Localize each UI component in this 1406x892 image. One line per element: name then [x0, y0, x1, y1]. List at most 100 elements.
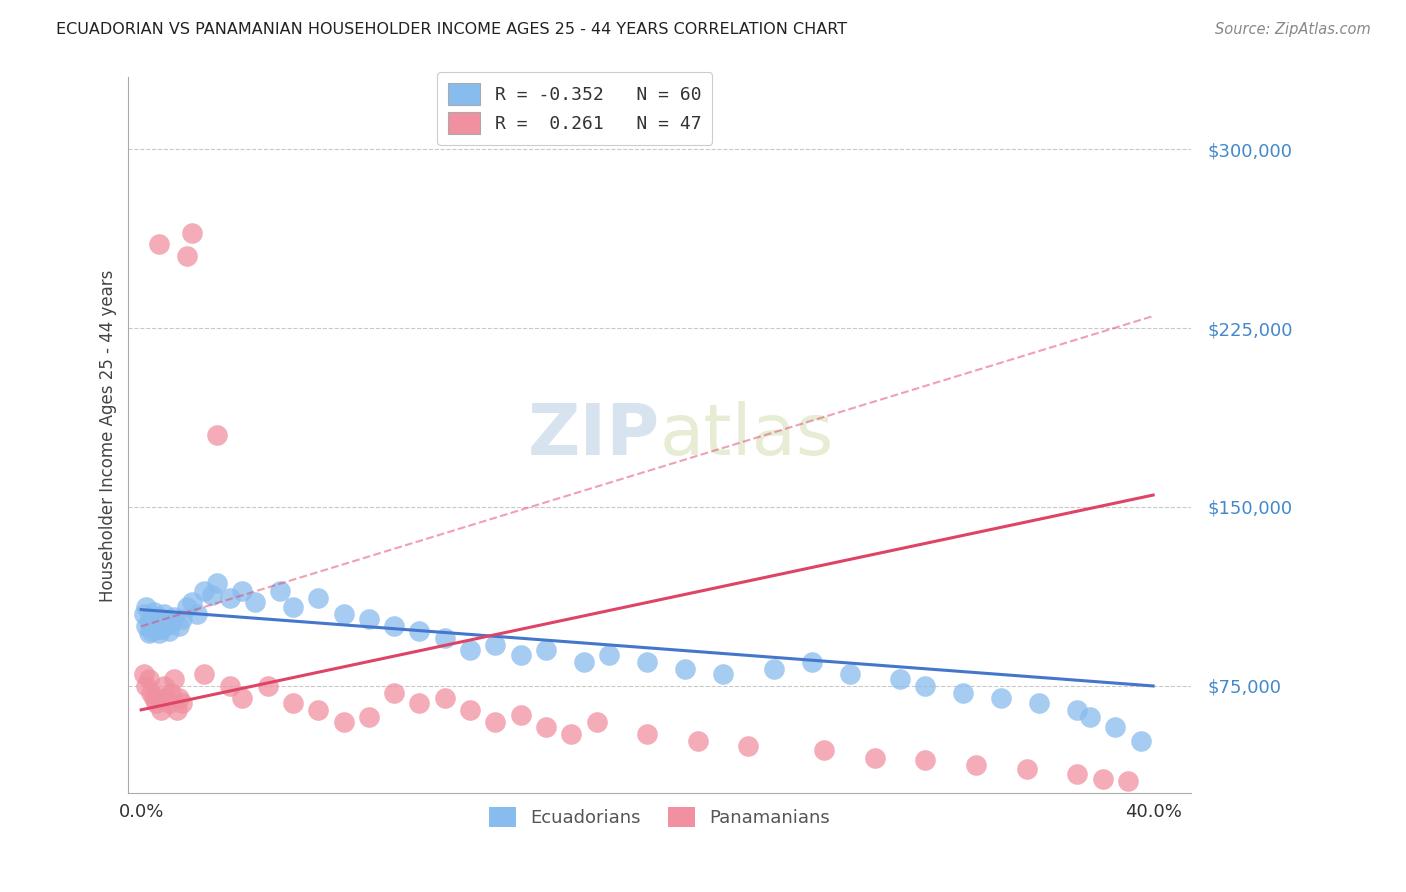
Point	[914, 679, 936, 693]
Point	[914, 753, 936, 767]
Point	[148, 237, 170, 252]
Point	[509, 707, 531, 722]
Point	[332, 607, 354, 622]
Point	[135, 619, 157, 633]
Point	[193, 583, 215, 598]
Point	[357, 710, 380, 724]
Legend: Ecuadorians, Panamanians: Ecuadorians, Panamanians	[482, 800, 838, 834]
Point	[193, 667, 215, 681]
Point	[952, 686, 974, 700]
Point	[484, 714, 506, 729]
Point	[281, 600, 304, 615]
Point	[382, 686, 405, 700]
Point	[1104, 719, 1126, 733]
Point	[135, 679, 157, 693]
Point	[382, 619, 405, 633]
Point	[1015, 763, 1038, 777]
Point	[1066, 703, 1088, 717]
Point	[636, 727, 658, 741]
Point	[148, 626, 170, 640]
Point	[560, 727, 582, 741]
Point	[170, 612, 193, 626]
Point	[160, 615, 183, 629]
Point	[307, 703, 329, 717]
Point	[150, 622, 173, 636]
Point	[307, 591, 329, 605]
Y-axis label: Householder Income Ages 25 - 44 years: Householder Income Ages 25 - 44 years	[100, 269, 117, 601]
Point	[150, 703, 173, 717]
Point	[673, 662, 696, 676]
Point	[269, 583, 291, 598]
Point	[141, 624, 163, 638]
Point	[142, 690, 165, 705]
Point	[534, 719, 557, 733]
Point	[256, 679, 278, 693]
Point	[180, 226, 202, 240]
Point	[155, 619, 177, 633]
Point	[201, 588, 224, 602]
Point	[458, 643, 481, 657]
Point	[433, 632, 456, 646]
Point	[231, 583, 253, 598]
Point	[132, 667, 155, 681]
Point	[180, 595, 202, 609]
Point	[889, 672, 911, 686]
Point	[1066, 767, 1088, 781]
Point	[167, 690, 190, 705]
Point	[153, 679, 176, 693]
Point	[145, 609, 167, 624]
Point	[534, 643, 557, 657]
Point	[145, 696, 167, 710]
Point	[176, 249, 198, 263]
Point	[572, 655, 595, 669]
Point	[166, 703, 188, 717]
Text: atlas: atlas	[659, 401, 834, 470]
Point	[408, 696, 430, 710]
Point	[408, 624, 430, 638]
Point	[686, 734, 709, 748]
Point	[281, 696, 304, 710]
Point	[218, 679, 240, 693]
Point	[1028, 696, 1050, 710]
Point	[186, 607, 208, 622]
Point	[135, 600, 157, 615]
Point	[813, 743, 835, 757]
Point	[141, 686, 163, 700]
Point	[157, 696, 180, 710]
Point	[598, 648, 620, 662]
Point	[711, 667, 734, 681]
Point	[142, 605, 165, 619]
Point	[218, 591, 240, 605]
Point	[863, 750, 886, 764]
Point	[176, 600, 198, 615]
Point	[737, 739, 759, 753]
Point	[163, 672, 186, 686]
Point	[145, 622, 167, 636]
Point	[509, 648, 531, 662]
Point	[1091, 772, 1114, 786]
Point	[205, 576, 228, 591]
Point	[141, 612, 163, 626]
Point	[138, 626, 160, 640]
Point	[155, 690, 177, 705]
Point	[243, 595, 266, 609]
Point	[838, 667, 860, 681]
Point	[965, 757, 987, 772]
Point	[433, 690, 456, 705]
Point	[585, 714, 607, 729]
Point	[800, 655, 823, 669]
Point	[1078, 710, 1101, 724]
Point	[170, 696, 193, 710]
Point	[332, 714, 354, 729]
Point	[167, 619, 190, 633]
Point	[458, 703, 481, 717]
Point	[231, 690, 253, 705]
Text: Source: ZipAtlas.com: Source: ZipAtlas.com	[1215, 22, 1371, 37]
Point	[484, 639, 506, 653]
Point	[138, 672, 160, 686]
Point	[148, 616, 170, 631]
Point	[142, 619, 165, 633]
Text: ECUADORIAN VS PANAMANIAN HOUSEHOLDER INCOME AGES 25 - 44 YEARS CORRELATION CHART: ECUADORIAN VS PANAMANIAN HOUSEHOLDER INC…	[56, 22, 848, 37]
Point	[157, 624, 180, 638]
Point	[990, 690, 1012, 705]
